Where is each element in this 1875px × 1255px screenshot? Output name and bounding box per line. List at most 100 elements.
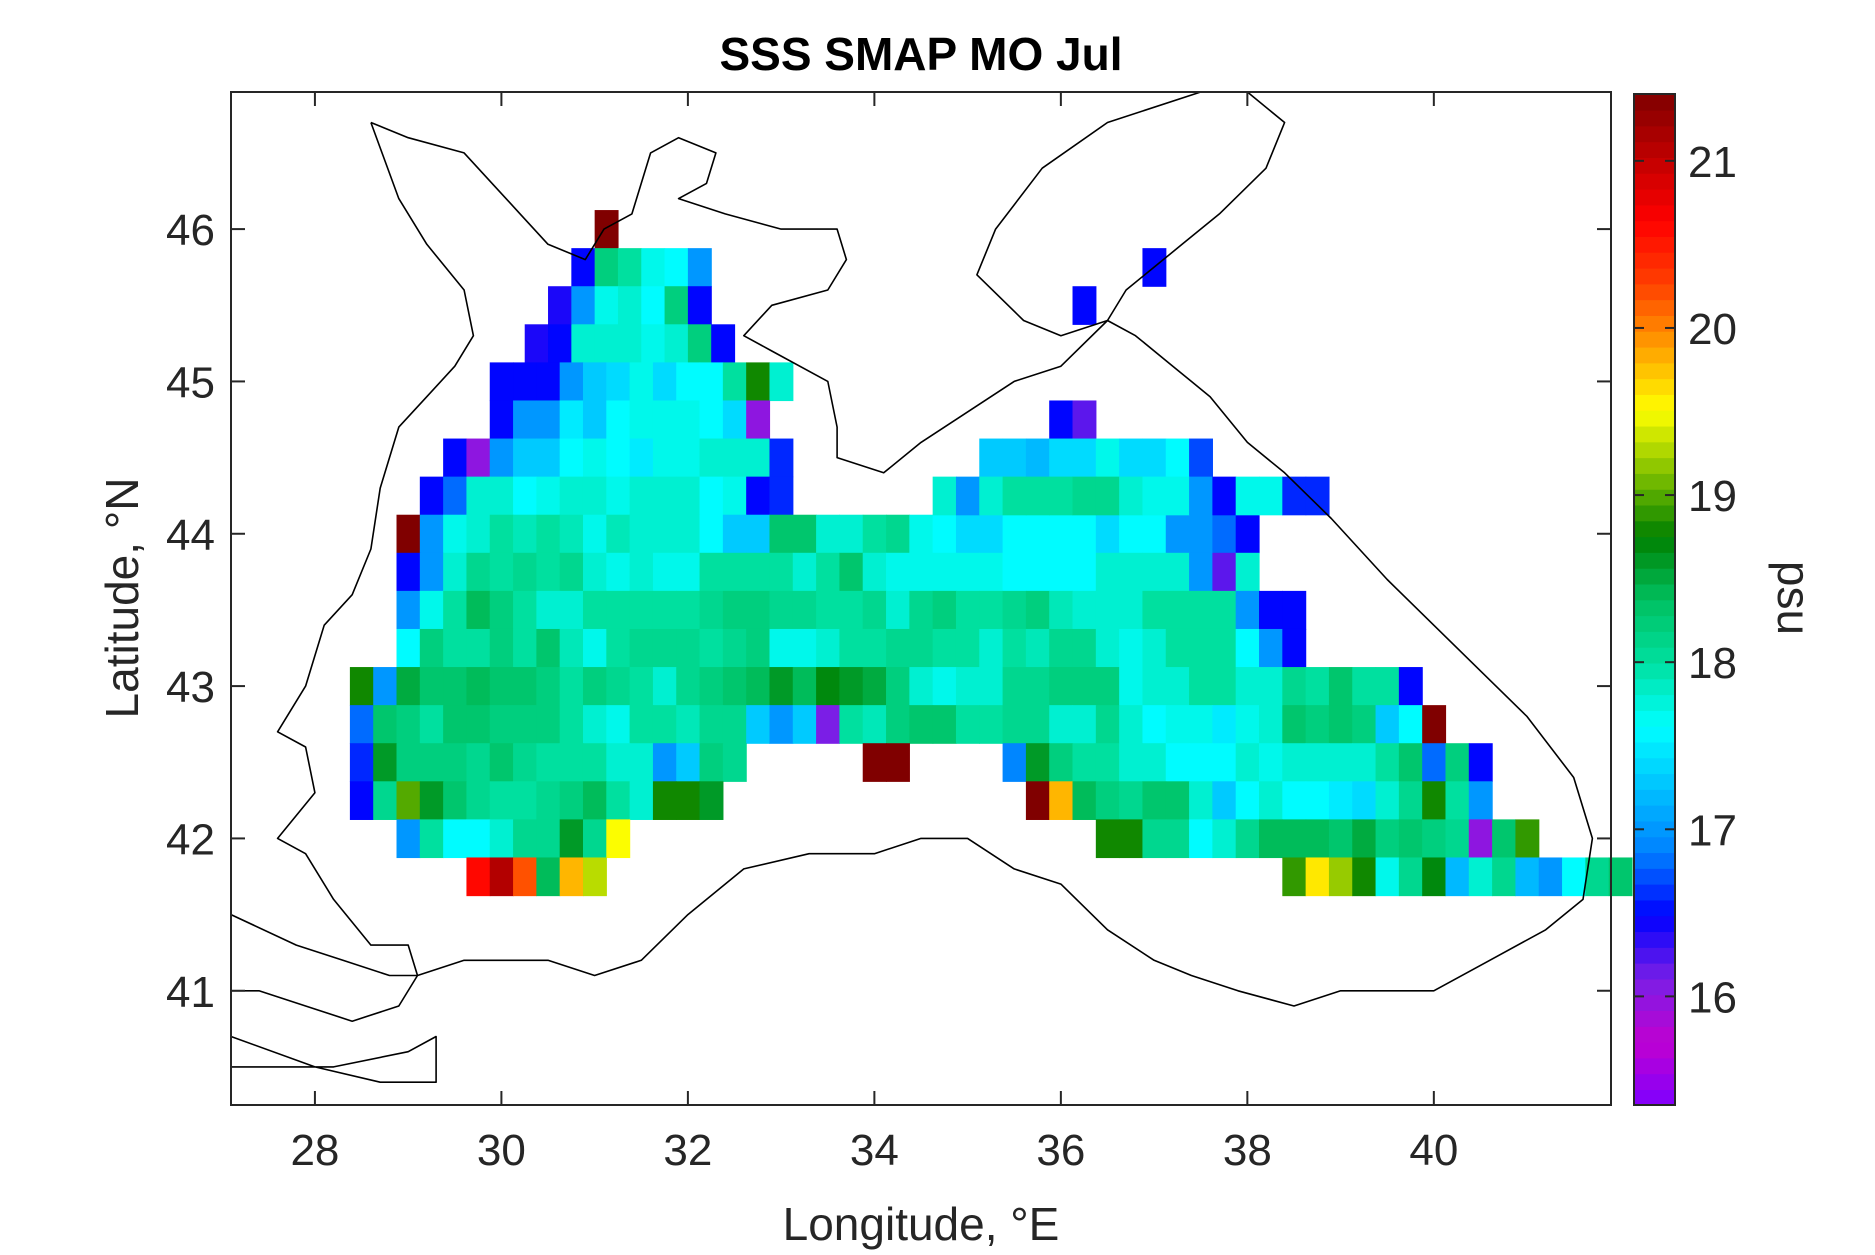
salinity-cell	[816, 705, 841, 744]
salinity-cell	[955, 514, 980, 554]
salinity-cell	[1189, 514, 1213, 554]
colorbar-swatch	[1634, 725, 1675, 743]
salinity-cell	[1259, 667, 1283, 706]
salinity-cell	[932, 552, 957, 592]
salinity-cell	[722, 514, 747, 554]
salinity-cell	[1375, 705, 1400, 744]
salinity-cell	[816, 590, 841, 630]
salinity-cell	[1095, 590, 1120, 630]
salinity-cell	[349, 667, 374, 706]
salinity-cell	[1025, 590, 1050, 630]
salinity-cell	[641, 248, 666, 287]
colorbar-swatch	[1634, 741, 1675, 759]
salinity-cell	[489, 552, 514, 592]
salinity-cell	[1282, 743, 1307, 782]
salinity-cell	[373, 743, 398, 782]
x-tick-label: 36	[1036, 1126, 1085, 1175]
x-axis: 28 30 32 34 36 38 40	[290, 92, 1458, 1175]
salinity-cell	[513, 552, 537, 592]
salinity-cell	[513, 628, 537, 668]
salinity-cell	[396, 667, 421, 706]
salinity-cell	[559, 819, 584, 859]
salinity-cell	[769, 552, 794, 592]
salinity-cell	[932, 476, 957, 516]
salinity-cell	[536, 743, 561, 782]
salinity-cell	[559, 781, 584, 820]
salinity-cell	[932, 667, 957, 706]
salinity-cell	[1398, 781, 1423, 820]
y-tick-label: 43	[166, 663, 215, 712]
x-tick-label: 38	[1223, 1126, 1272, 1175]
salinity-cell	[1025, 667, 1050, 706]
salinity-cell	[1095, 781, 1120, 820]
salinity-cell	[699, 667, 724, 706]
salinity-cell	[594, 286, 619, 325]
salinity-cell	[443, 628, 468, 668]
salinity-cell	[629, 362, 654, 402]
salinity-cell	[513, 667, 537, 706]
salinity-cell	[443, 781, 468, 820]
salinity-cell	[1352, 857, 1377, 897]
salinity-cell	[1352, 781, 1377, 820]
salinity-cell	[1282, 857, 1307, 897]
salinity-cell	[1375, 819, 1400, 859]
salinity-cell	[1189, 438, 1213, 478]
salinity-cell	[1305, 667, 1330, 706]
salinity-cell	[1212, 743, 1237, 782]
salinity-cell	[606, 400, 631, 440]
salinity-cell	[513, 514, 537, 554]
salinity-cell	[489, 362, 514, 402]
salinity-cell	[443, 590, 468, 630]
salinity-cell	[1305, 781, 1330, 820]
salinity-cell	[1119, 514, 1144, 554]
colorbar-swatch	[1634, 125, 1675, 143]
colorbar-swatch	[1634, 962, 1675, 980]
salinity-cell	[862, 667, 887, 706]
salinity-cell	[746, 514, 771, 554]
salinity-cell	[1235, 819, 1260, 859]
salinity-cell	[513, 590, 537, 630]
salinity-cell	[1072, 286, 1097, 325]
salinity-cell	[1119, 819, 1144, 859]
salinity-cell	[979, 628, 1004, 668]
salinity-cell	[652, 400, 677, 440]
salinity-cell	[1095, 438, 1120, 478]
salinity-cell	[1095, 705, 1120, 744]
salinity-cell	[571, 248, 596, 287]
salinity-cell	[513, 400, 537, 440]
salinity-cell	[1165, 781, 1190, 820]
colorbar-swatch	[1634, 504, 1675, 522]
salinity-cell	[1142, 438, 1167, 478]
colorbar-swatch	[1634, 299, 1675, 316]
salinity-cell	[687, 286, 712, 325]
salinity-cell	[559, 514, 584, 554]
salinity-cell	[1072, 781, 1097, 820]
salinity-cell	[839, 628, 864, 668]
colorbar-swatch	[1634, 457, 1675, 474]
salinity-cell	[1002, 743, 1027, 782]
colorbar-swatch	[1634, 836, 1675, 854]
salinity-cell	[816, 628, 841, 668]
salinity-cell	[1259, 819, 1283, 859]
salinity-cell	[419, 514, 444, 554]
salinity-cell	[629, 781, 654, 820]
salinity-cell	[1189, 590, 1213, 630]
salinity-cell	[1142, 781, 1167, 820]
salinity-cell	[536, 857, 561, 897]
salinity-cell	[1095, 819, 1120, 859]
salinity-cell	[1212, 667, 1237, 706]
salinity-cell	[1212, 476, 1237, 516]
salinity-cell	[909, 514, 934, 554]
salinity-cell	[746, 552, 771, 592]
salinity-cell	[1445, 819, 1470, 859]
salinity-cell	[513, 857, 537, 897]
salinity-cell	[1189, 819, 1213, 859]
colorbar-swatch	[1634, 220, 1675, 237]
salinity-cell	[1165, 819, 1190, 859]
salinity-cell	[979, 705, 1004, 744]
salinity-cell	[1235, 552, 1260, 592]
salinity-cell	[886, 705, 910, 744]
salinity-cell	[1025, 705, 1050, 744]
salinity-cell	[699, 476, 724, 516]
salinity-cell	[1235, 514, 1260, 554]
